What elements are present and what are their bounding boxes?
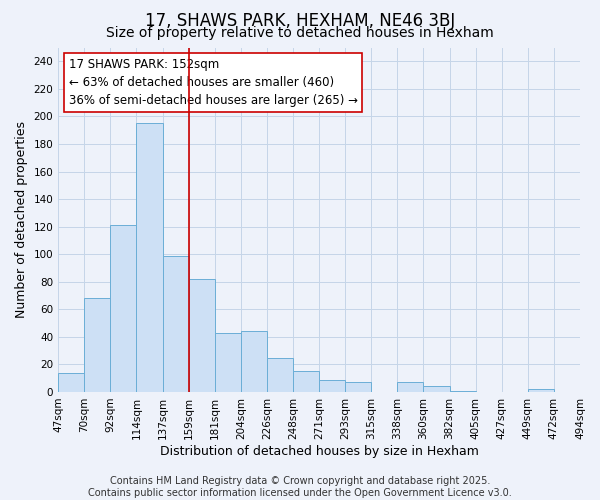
Bar	[293, 372, 319, 392]
Bar	[345, 382, 371, 392]
Bar	[215, 332, 241, 392]
Bar	[528, 389, 554, 392]
Text: Contains HM Land Registry data © Crown copyright and database right 2025.
Contai: Contains HM Land Registry data © Crown c…	[88, 476, 512, 498]
X-axis label: Distribution of detached houses by size in Hexham: Distribution of detached houses by size …	[160, 444, 479, 458]
Text: 17 SHAWS PARK: 152sqm
← 63% of detached houses are smaller (460)
36% of semi-det: 17 SHAWS PARK: 152sqm ← 63% of detached …	[68, 58, 358, 107]
Bar	[58, 372, 84, 392]
Bar	[163, 256, 188, 392]
Bar	[110, 225, 136, 392]
Text: Size of property relative to detached houses in Hexham: Size of property relative to detached ho…	[106, 26, 494, 40]
Text: 17, SHAWS PARK, HEXHAM, NE46 3BJ: 17, SHAWS PARK, HEXHAM, NE46 3BJ	[145, 12, 455, 30]
Bar	[397, 382, 424, 392]
Bar	[188, 279, 215, 392]
Bar	[424, 386, 449, 392]
Bar	[84, 298, 110, 392]
Bar	[267, 358, 293, 392]
Bar	[241, 332, 267, 392]
Bar	[449, 390, 476, 392]
Bar	[319, 380, 345, 392]
Y-axis label: Number of detached properties: Number of detached properties	[15, 121, 28, 318]
Bar	[136, 124, 163, 392]
